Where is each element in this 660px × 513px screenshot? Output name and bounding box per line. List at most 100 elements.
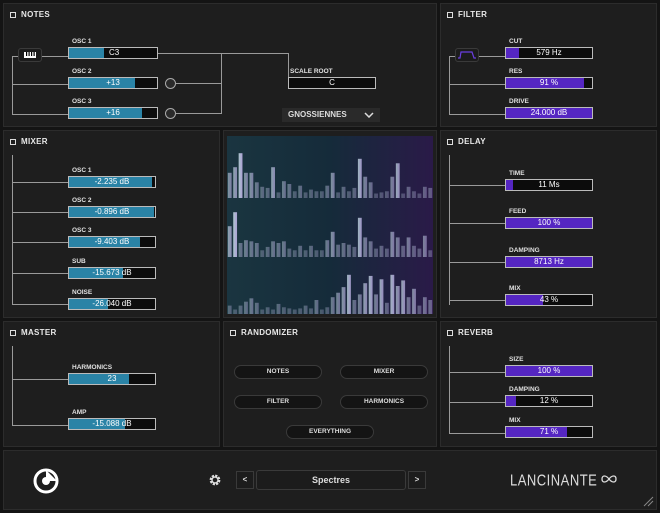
master-title[interactable]: MASTER <box>10 328 57 337</box>
harmonics-field[interactable]: 23 <box>68 373 156 385</box>
preset-next-button[interactable]: > <box>408 471 426 489</box>
delay-mix-value: 43 % <box>539 295 559 304</box>
spectrum-bar <box>271 241 275 257</box>
mixer-channel-level-field[interactable]: -26.040 dB <box>68 298 156 310</box>
settings-gear-icon[interactable] <box>208 473 222 487</box>
filter-type-button[interactable] <box>455 48 479 62</box>
cut-field[interactable]: 579 Hz <box>505 47 593 59</box>
reverb-size-field[interactable]: 100 % <box>505 365 593 377</box>
mixer-channel-level-field[interactable]: -0.896 dB <box>68 206 156 218</box>
scale-root-field[interactable]: C <box>288 77 376 89</box>
spectrum-bar <box>417 248 422 257</box>
drive-value: 24.000 dB <box>530 108 568 117</box>
spectrum-bar <box>374 193 378 198</box>
reverb-toggle[interactable] <box>447 329 453 336</box>
randomize-filter-button[interactable]: FILTER <box>234 395 322 409</box>
mixer-channel-level-field[interactable]: -9.403 dB <box>68 236 156 248</box>
spectrum-bar <box>238 153 243 198</box>
osc3-knob[interactable] <box>165 108 176 119</box>
cut-label: CUT <box>509 38 523 45</box>
delay-feed-field[interactable]: 100 % <box>505 217 593 229</box>
scale-root-value: C <box>329 78 335 87</box>
preset-name-display[interactable]: Spectres <box>256 470 406 490</box>
spectrum-bar <box>357 217 362 257</box>
osc3-detune-field[interactable]: +16 <box>68 107 158 119</box>
notes-panel: NOTES OSC 1 C3 OSC 2 +13 OSC 3 +16 SCALE… <box>3 3 437 127</box>
reverb-panel: REVERB SIZE 100 % DAMPING 12 % MIX 71 % <box>440 321 657 447</box>
spectrum-bar <box>227 305 232 314</box>
delay-toggle[interactable] <box>447 138 453 145</box>
filter-title-label: FILTER <box>458 10 488 19</box>
keyboard-button[interactable] <box>18 48 42 62</box>
mixer-channel-level-field[interactable]: -2.235 dB <box>68 176 156 188</box>
delay-mix-label: MIX <box>509 285 521 292</box>
osc2-detune-field[interactable]: +13 <box>68 77 158 89</box>
spectrum-bar <box>330 172 335 198</box>
delay-damping-value: 8713 Hz <box>534 257 564 266</box>
mixer-title[interactable]: MIXER <box>10 137 48 146</box>
spectrum-bar <box>379 279 384 314</box>
reverb-title[interactable]: REVERB <box>447 328 493 337</box>
reverb-mix-field[interactable]: 71 % <box>505 426 593 438</box>
randomizer-title[interactable]: RANDOMIZER <box>230 328 298 337</box>
reverb-damping-field[interactable]: 12 % <box>505 395 593 407</box>
mixer-toggle[interactable] <box>10 138 16 145</box>
notes-toggle[interactable] <box>10 11 16 18</box>
osc1-note-field[interactable]: C3 <box>68 47 158 59</box>
mixer-channel-level-value: -15.673 dB <box>92 268 132 277</box>
filter-title[interactable]: FILTER <box>447 10 487 19</box>
spectrum-bar <box>401 193 406 198</box>
randomize-harmonics-button[interactable]: HARMONICS <box>340 395 428 409</box>
randomize-everything-button[interactable]: EVERYTHING <box>286 425 374 439</box>
delay-damping-field[interactable]: 8713 Hz <box>505 256 593 268</box>
delay-damping-label: DAMPING <box>509 247 540 254</box>
spectrum-bar <box>292 191 297 198</box>
spectrum-bar <box>319 309 324 314</box>
harmonics-label: HARMONICS <box>72 364 113 371</box>
master-title-label: MASTER <box>21 328 57 337</box>
spectrum-bar <box>336 244 341 257</box>
osc3-detune-fill <box>69 108 143 118</box>
randomize-notes-button[interactable]: NOTES <box>234 365 322 379</box>
drive-field[interactable]: 24.000 dB <box>505 107 593 119</box>
spectrum-bar <box>374 294 378 314</box>
mixer-channel-level-fill <box>69 177 152 187</box>
spectrum-bar <box>260 309 265 314</box>
randomize-mixer-button[interactable]: MIXER <box>340 365 428 379</box>
spectrum-bar <box>260 186 265 198</box>
spectrum-bar <box>422 297 427 314</box>
spectrum-bar <box>428 300 433 314</box>
osc2-knob[interactable] <box>165 78 176 89</box>
preset-prev-button[interactable]: < <box>236 471 254 489</box>
spectrum-bar <box>244 240 248 257</box>
master-toggle[interactable] <box>10 329 16 336</box>
randomizer-toggle[interactable] <box>230 329 236 336</box>
res-fill <box>506 78 585 88</box>
delay-time-field[interactable]: 11 Ms <box>505 179 593 191</box>
delay-time-value: 11 Ms <box>538 180 560 189</box>
spectrum-bar <box>271 167 275 198</box>
osc3-label: OSC 3 <box>72 98 92 105</box>
spectrum-bar <box>368 275 373 314</box>
spectrum-bar <box>428 250 433 257</box>
spectrum-bar <box>298 185 303 198</box>
mixer-channel-level-field[interactable]: -15.673 dB <box>68 267 156 279</box>
delay-title[interactable]: DELAY <box>447 137 486 146</box>
notes-title[interactable]: NOTES <box>10 10 50 19</box>
drive-fill <box>506 108 592 118</box>
spectrum-bar <box>374 248 378 257</box>
spectrum-bar <box>417 193 422 198</box>
spectrum-bar <box>401 280 406 314</box>
delay-mix-field[interactable]: 43 % <box>505 294 593 306</box>
spectrum-bar <box>249 241 254 257</box>
resize-grip-icon[interactable] <box>642 495 654 507</box>
lowpass-filter-icon <box>458 51 476 59</box>
amp-field[interactable]: -15.088 dB <box>68 418 156 430</box>
reverb-size-fill <box>506 366 592 376</box>
res-field[interactable]: 91 % <box>505 77 593 89</box>
spectrum-bar <box>249 298 254 314</box>
spectrum-bar <box>292 309 297 314</box>
scale-dropdown[interactable]: GNOSSIENNES <box>282 108 380 122</box>
filter-toggle[interactable] <box>447 11 453 18</box>
spectrum-bar <box>417 305 422 314</box>
